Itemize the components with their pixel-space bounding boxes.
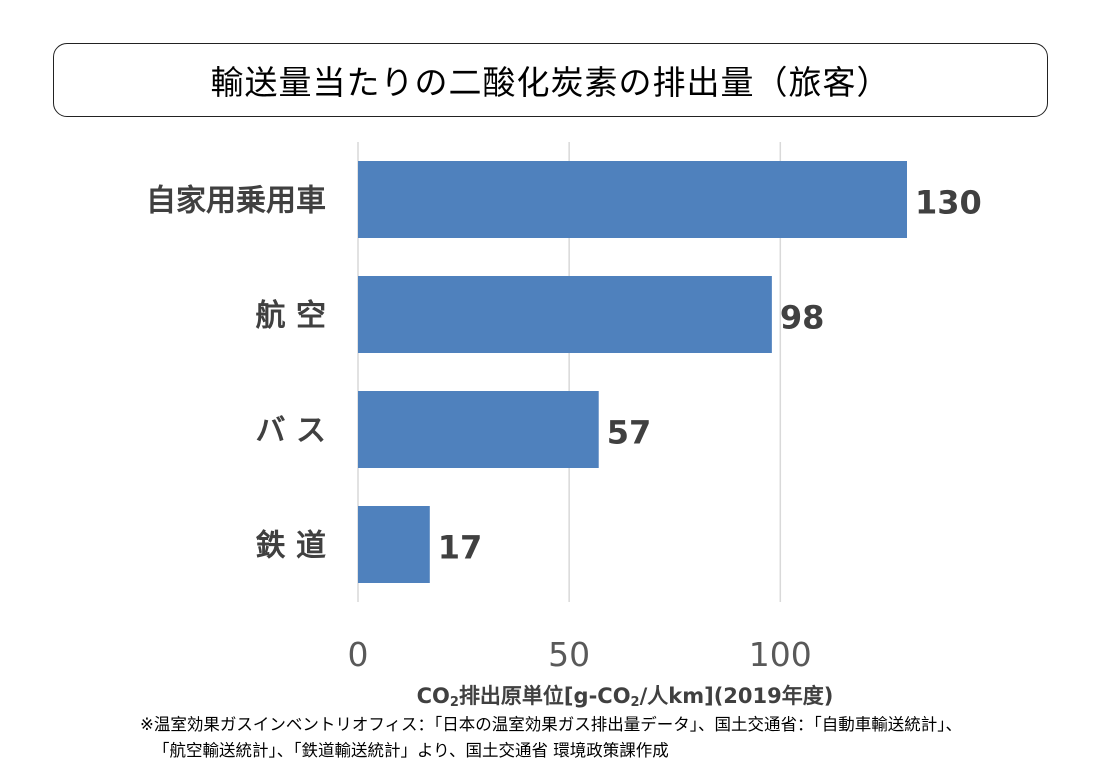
x-tick-label-0: 0	[348, 635, 369, 674]
x-axis-title-sub1: 2	[449, 695, 459, 710]
source-note-line1: ※温室効果ガスインベントリオフィス：「日本の温室効果ガス排出量データ」、国土交通…	[140, 715, 962, 734]
x-axis-title-sub2: 2	[630, 695, 640, 710]
x-axis-title-co: CO	[416, 684, 450, 708]
bar-3	[358, 506, 430, 583]
x-axis-title-mid: 排出原単位[g-CO	[458, 684, 631, 708]
category-label-2: バ ス	[256, 414, 326, 449]
bar-0	[358, 161, 907, 238]
value-label-0: 130	[915, 184, 982, 222]
title-box: 輸送量当たりの二酸化炭素の排出量（旅客）	[53, 43, 1048, 117]
x-tick-label-1: 50	[548, 635, 590, 674]
value-label-2: 57	[607, 414, 652, 452]
bar-chart: 自家用乗用車 130 航 空 98 バ ス 57 鉄 道 17 0 50 100	[146, 142, 982, 674]
value-label-3: 17	[438, 529, 483, 567]
x-tick-label-2: 100	[749, 635, 812, 674]
bar-2	[358, 391, 599, 468]
bar-1	[358, 276, 772, 353]
x-axis-title-post: /人km](2019年度)	[639, 684, 834, 708]
source-note: ※温室効果ガスインベントリオフィス：「日本の温室効果ガス排出量データ」、国土交通…	[140, 712, 962, 764]
value-label-1: 98	[780, 299, 825, 337]
source-note-line2: 「航空輸送統計」、「鉄道輸送統計」より、国土交通省 環境政策課作成	[153, 741, 669, 760]
chart-title: 輸送量当たりの二酸化炭素の排出量（旅客）	[210, 63, 891, 102]
category-label-3: 鉄 道	[256, 529, 326, 564]
category-label-1: 航 空	[256, 299, 326, 334]
category-label-0: 自家用乗用車	[146, 184, 326, 219]
x-axis-title: CO2排出原単位[g-CO2/人km](2019年度)	[300, 680, 950, 710]
